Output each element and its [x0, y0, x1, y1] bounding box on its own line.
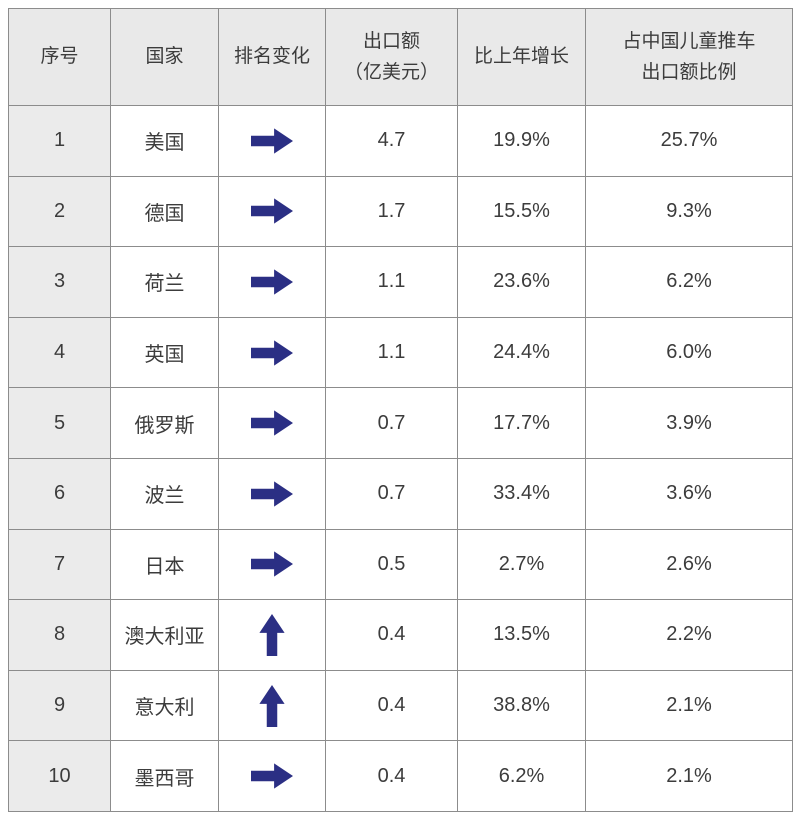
table-row: 1 美国 4.7 19.9% 25.7%: [8, 105, 793, 177]
share-cell: 25.7%: [585, 105, 793, 177]
export-cell: 1.1: [325, 246, 458, 318]
trend-cell: [218, 246, 326, 318]
trend-right-arrow-icon: [250, 401, 294, 445]
growth-cell: 15.5%: [457, 175, 586, 248]
rank-cell: 1: [8, 105, 111, 177]
trend-right-arrow-icon: [250, 472, 294, 516]
growth-cell: 2.7%: [457, 528, 586, 601]
country-cell: 荷兰: [110, 246, 219, 318]
col-header-country: 国家: [110, 8, 219, 106]
trend-cell: [218, 387, 326, 459]
trend-right-arrow-icon: [250, 542, 294, 586]
rank-cell: 2: [8, 175, 111, 248]
rank-cell: 10: [8, 740, 111, 812]
share-cell: 6.0%: [585, 316, 793, 389]
export-cell: 0.4: [325, 740, 458, 812]
trend-cell: [218, 599, 326, 671]
table-row: 3 荷兰 1.1 23.6% 6.2%: [8, 246, 793, 318]
growth-cell: 6.2%: [457, 740, 586, 812]
table-row: 10 墨西哥 0.4 6.2% 2.1%: [8, 740, 793, 812]
country-cell: 美国: [110, 105, 219, 177]
growth-cell: 17.7%: [457, 387, 586, 459]
export-cell: 0.4: [325, 669, 458, 742]
share-cell: 3.9%: [585, 387, 793, 459]
share-cell: 2.1%: [585, 669, 793, 742]
trend-cell: [218, 105, 326, 177]
growth-cell: 24.4%: [457, 316, 586, 389]
export-cell: 4.7: [325, 105, 458, 177]
trend-up-arrow-icon: [250, 613, 294, 657]
table-row: 7 日本 0.5 2.7% 2.6%: [8, 528, 793, 601]
col-header-share: 占中国儿童推车 出口额比例: [585, 8, 793, 106]
trend-cell: [218, 316, 326, 389]
trend-right-arrow-icon: [250, 189, 294, 233]
country-cell: 英国: [110, 316, 219, 389]
table-row: 5 俄罗斯 0.7 17.7% 3.9%: [8, 387, 793, 459]
share-cell: 3.6%: [585, 457, 793, 530]
rank-cell: 6: [8, 457, 111, 530]
trend-cell: [218, 457, 326, 530]
country-cell: 俄罗斯: [110, 387, 219, 459]
country-cell: 德国: [110, 175, 219, 248]
trend-right-arrow-icon: [250, 260, 294, 304]
table-row: 4 英国 1.1 24.4% 6.0%: [8, 316, 793, 389]
col-header-export: 出口额 （亿美元）: [325, 8, 458, 106]
growth-cell: 23.6%: [457, 246, 586, 318]
country-cell: 波兰: [110, 457, 219, 530]
country-cell: 澳大利亚: [110, 599, 219, 671]
growth-cell: 19.9%: [457, 105, 586, 177]
country-cell: 意大利: [110, 669, 219, 742]
share-cell: 9.3%: [585, 175, 793, 248]
stroller-export-table: 序号 国家 排名变化 出口额 （亿美元） 比上年增长 占中国儿童推车 出口额比例…: [8, 8, 793, 812]
growth-cell: 38.8%: [457, 669, 586, 742]
export-cell: 0.7: [325, 387, 458, 459]
table-row: 2 德国 1.7 15.5% 9.3%: [8, 175, 793, 248]
trend-right-arrow-icon: [250, 754, 294, 798]
trend-right-arrow-icon: [250, 119, 294, 163]
rank-cell: 8: [8, 599, 111, 671]
trend-cell: [218, 528, 326, 601]
export-cell: 1.7: [325, 175, 458, 248]
export-cell: 0.4: [325, 599, 458, 671]
export-cell: 0.7: [325, 457, 458, 530]
trend-cell: [218, 669, 326, 742]
share-cell: 2.2%: [585, 599, 793, 671]
export-cell: 0.5: [325, 528, 458, 601]
growth-cell: 13.5%: [457, 599, 586, 671]
share-cell: 6.2%: [585, 246, 793, 318]
share-cell: 2.6%: [585, 528, 793, 601]
trend-cell: [218, 740, 326, 812]
country-cell: 日本: [110, 528, 219, 601]
table-row: 8 澳大利亚 0.4 13.5% 2.2%: [8, 599, 793, 671]
trend-right-arrow-icon: [250, 331, 294, 375]
trend-cell: [218, 175, 326, 248]
export-cell: 1.1: [325, 316, 458, 389]
rank-cell: 4: [8, 316, 111, 389]
col-header-trend: 排名变化: [218, 8, 326, 106]
col-header-growth: 比上年增长: [457, 8, 586, 106]
country-cell: 墨西哥: [110, 740, 219, 812]
trend-up-arrow-icon: [250, 684, 294, 728]
share-cell: 2.1%: [585, 740, 793, 812]
col-header-rank: 序号: [8, 8, 111, 106]
rank-cell: 3: [8, 246, 111, 318]
header-row: 序号 国家 排名变化 出口额 （亿美元） 比上年增长 占中国儿童推车 出口额比例: [8, 8, 793, 106]
rank-cell: 9: [8, 669, 111, 742]
table-row: 9 意大利 0.4 38.8% 2.1%: [8, 669, 793, 742]
table-row: 6 波兰 0.7 33.4% 3.6%: [8, 457, 793, 530]
growth-cell: 33.4%: [457, 457, 586, 530]
rank-cell: 7: [8, 528, 111, 601]
rank-cell: 5: [8, 387, 111, 459]
